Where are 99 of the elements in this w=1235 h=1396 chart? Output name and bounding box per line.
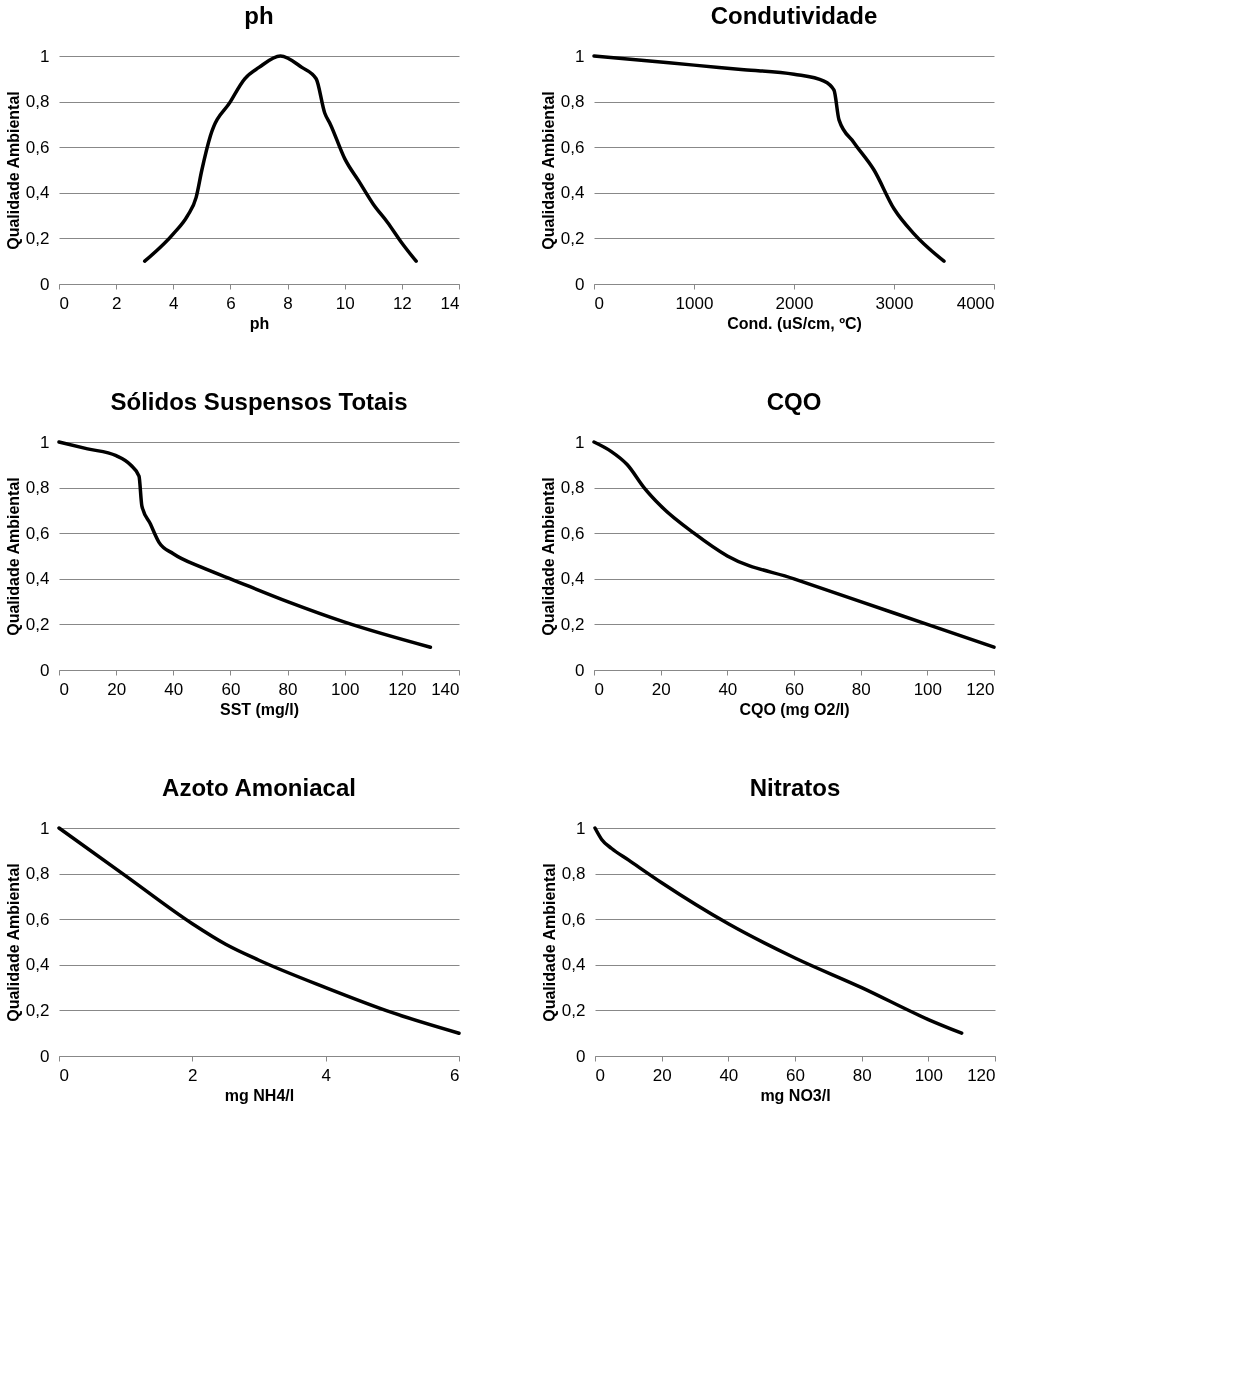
x-axis-title: ph xyxy=(249,314,270,332)
x-tick-label: 1000 xyxy=(675,293,714,313)
y-tick-label: 1 xyxy=(576,818,586,838)
x-tick-label: 40 xyxy=(164,679,184,699)
x-tick-label: 12 xyxy=(392,293,412,313)
x-tick-label: 60 xyxy=(785,679,804,699)
x-tick-label: 120 xyxy=(388,679,417,699)
x-tick-label: 0 xyxy=(595,1065,605,1085)
x-tick-label: 6 xyxy=(226,293,236,313)
chart-title: Nitratos xyxy=(749,774,841,801)
x-tick-label: 40 xyxy=(718,679,738,699)
y-tick-label: 0,6 xyxy=(561,909,586,929)
x-tick-label: 2 xyxy=(188,1065,198,1085)
x-axis-title: mg NO3/l xyxy=(760,1086,831,1104)
x-tick-label: 3000 xyxy=(875,293,914,313)
x-tick-label: 0 xyxy=(59,293,69,313)
x-tick-label: 60 xyxy=(221,679,241,699)
x-tick-label: 80 xyxy=(851,679,871,699)
y-tick-label: 0,8 xyxy=(560,92,585,112)
x-tick-label: 40 xyxy=(719,1065,739,1085)
y-tick-label: 0 xyxy=(576,1046,586,1066)
x-tick-label: 80 xyxy=(852,1065,872,1085)
x-tick-label: 8 xyxy=(283,293,293,313)
y-tick-label: 1 xyxy=(575,46,585,66)
y-tick-label: 0,8 xyxy=(25,92,50,112)
y-tick-label: 0,4 xyxy=(561,955,586,975)
y-tick-label: 0,2 xyxy=(560,228,585,248)
y-tick-label: 0 xyxy=(40,274,50,294)
y-tick-label: 0,2 xyxy=(560,614,585,634)
y-tick-label: 0,8 xyxy=(561,864,586,884)
y-tick-label: 0,4 xyxy=(560,569,585,589)
y-tick-label: 0 xyxy=(575,660,585,680)
x-tick-label: 100 xyxy=(913,679,943,699)
x-tick-label: 0 xyxy=(59,1065,69,1085)
x-axis-title: Cond. (uS/cm, ºC) xyxy=(727,314,862,332)
x-tick-label: 14 xyxy=(440,293,460,313)
chart-title: Condutividade xyxy=(710,2,878,29)
x-tick-label: 140 xyxy=(431,679,460,699)
chart-title: ph xyxy=(244,2,274,29)
x-tick-label: 100 xyxy=(914,1065,944,1085)
x-tick-label: 0 xyxy=(59,679,69,699)
x-tick-label: 10 xyxy=(335,293,355,313)
y-axis-title: Qualidade Ambiental xyxy=(539,91,557,250)
y-tick-label: 0,2 xyxy=(25,614,50,634)
x-axis-title: mg NH4/l xyxy=(224,1086,295,1104)
y-axis-title: Qualidade Ambiental xyxy=(4,91,22,250)
y-tick-label: 0,2 xyxy=(25,1000,50,1020)
x-tick-label: 60 xyxy=(786,1065,805,1085)
x-tick-label: 4 xyxy=(169,293,179,313)
x-tick-label: 120 xyxy=(967,1065,996,1085)
y-tick-label: 0,6 xyxy=(25,523,50,543)
y-tick-label: 0 xyxy=(575,274,585,294)
y-tick-label: 0 xyxy=(40,660,50,680)
y-tick-label: 1 xyxy=(40,432,50,452)
x-axis-title: SST (mg/l) xyxy=(219,700,300,718)
x-tick-label: 2000 xyxy=(775,293,814,313)
y-tick-label: 0,8 xyxy=(25,864,50,884)
x-tick-label: 6 xyxy=(450,1065,460,1085)
x-tick-label: 80 xyxy=(278,679,298,699)
y-axis-title: Qualidade Ambiental xyxy=(539,477,557,636)
y-tick-label: 0,6 xyxy=(25,909,50,929)
line-series xyxy=(57,440,433,649)
y-tick-label: 0,2 xyxy=(25,228,50,248)
y-tick-label: 0,2 xyxy=(561,1000,586,1020)
y-tick-label: 0,6 xyxy=(560,137,585,157)
x-tick-label: 20 xyxy=(107,679,127,699)
x-tick-label: 4 xyxy=(321,1065,331,1085)
y-tick-label: 0,4 xyxy=(25,569,50,589)
y-axis-title: Qualidade Ambiental xyxy=(540,863,558,1022)
y-tick-label: 1 xyxy=(575,432,585,452)
y-tick-label: 0,6 xyxy=(25,137,50,157)
x-tick-label: 100 xyxy=(331,679,360,699)
y-tick-label: 1 xyxy=(40,46,50,66)
y-axis-title: Qualidade Ambiental xyxy=(4,863,22,1022)
line-series xyxy=(142,54,418,263)
y-tick-label: 0,4 xyxy=(25,183,50,203)
chart-title: Sólidos Suspensos Totais xyxy=(110,388,408,415)
y-tick-label: 0 xyxy=(40,1046,50,1066)
line-series xyxy=(592,54,946,263)
y-tick-label: 0,4 xyxy=(25,955,50,975)
x-tick-label: 0 xyxy=(594,679,604,699)
x-tick-label: 4000 xyxy=(956,293,995,313)
y-tick-label: 0,6 xyxy=(560,523,585,543)
y-tick-label: 0,8 xyxy=(560,478,585,498)
x-axis-title: CQO (mg O2/l) xyxy=(739,700,850,718)
x-tick-label: 0 xyxy=(594,293,604,313)
y-tick-label: 0,8 xyxy=(25,478,50,498)
line-series xyxy=(57,826,461,1035)
y-axis-title: Qualidade Ambiental xyxy=(4,477,22,636)
x-tick-label: 20 xyxy=(652,1065,672,1085)
line-series xyxy=(593,826,964,1035)
x-tick-label: 2 xyxy=(111,293,122,313)
y-tick-label: 0,4 xyxy=(560,183,585,203)
y-tick-label: 1 xyxy=(40,818,50,838)
chart-title: CQO xyxy=(766,388,822,415)
chart-title: Azoto Amoniacal xyxy=(162,774,356,801)
x-tick-label: 20 xyxy=(651,679,671,699)
line-series xyxy=(592,440,996,649)
x-tick-label: 120 xyxy=(966,679,995,699)
